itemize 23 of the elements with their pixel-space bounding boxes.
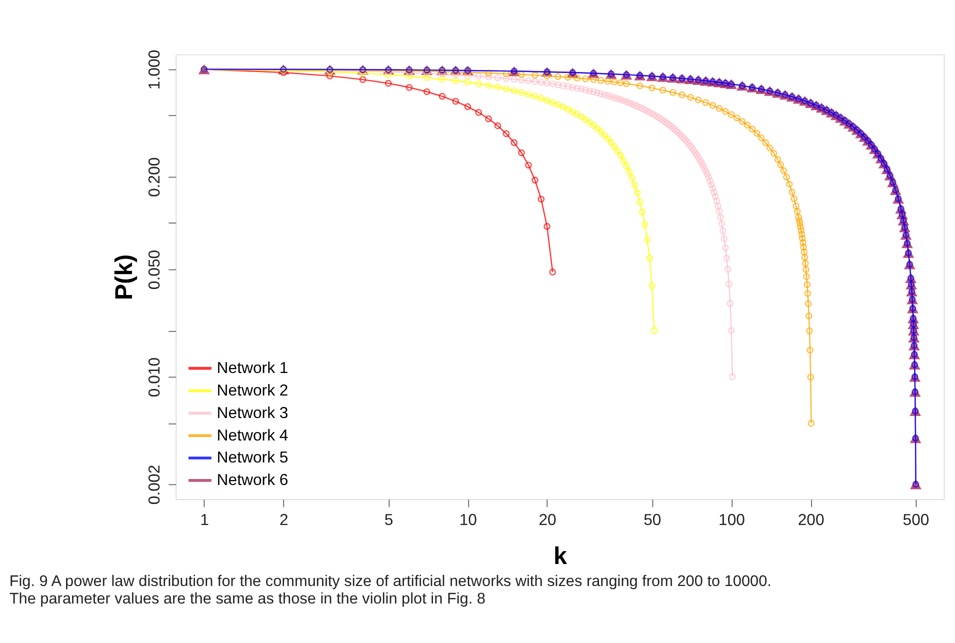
x-tick-label: 200 xyxy=(798,512,825,529)
y-tick-label: 0.010 xyxy=(146,357,164,398)
x-tick-label: 10 xyxy=(459,512,478,529)
y-tick-label: 0.002 xyxy=(146,464,164,505)
y-tick-label: 0.050 xyxy=(146,250,164,290)
x-axis-title: k xyxy=(553,543,568,570)
legend-label: Network 3 xyxy=(216,404,288,422)
x-tick-label: 2 xyxy=(280,512,289,529)
legend-label: Network 5 xyxy=(216,450,288,467)
legend-label: Network 6 xyxy=(216,472,288,490)
x-tick-label: 1 xyxy=(200,512,210,529)
x-tick-label: 500 xyxy=(902,512,930,529)
legend-label: Network 4 xyxy=(216,427,288,444)
legend-label: Network 1 xyxy=(216,360,288,377)
x-tick-label: 100 xyxy=(718,512,746,529)
x-tick-label: 5 xyxy=(384,512,394,529)
y-tick-label: 0.200 xyxy=(146,157,164,198)
y-tick-label: 1.000 xyxy=(146,50,164,90)
x-tick-label: 20 xyxy=(538,512,557,529)
x-tick-label: 50 xyxy=(644,512,662,529)
y-axis-title: P(k) xyxy=(111,254,138,300)
caption: Fig. 9 A power law distribution for the community size of artificial networks with sizes ranging from 200 to 10000. The parameter values are the same as those in the violin plot in Fig. 8 xyxy=(9,573,772,608)
legend-label: Network 2 xyxy=(216,382,288,400)
